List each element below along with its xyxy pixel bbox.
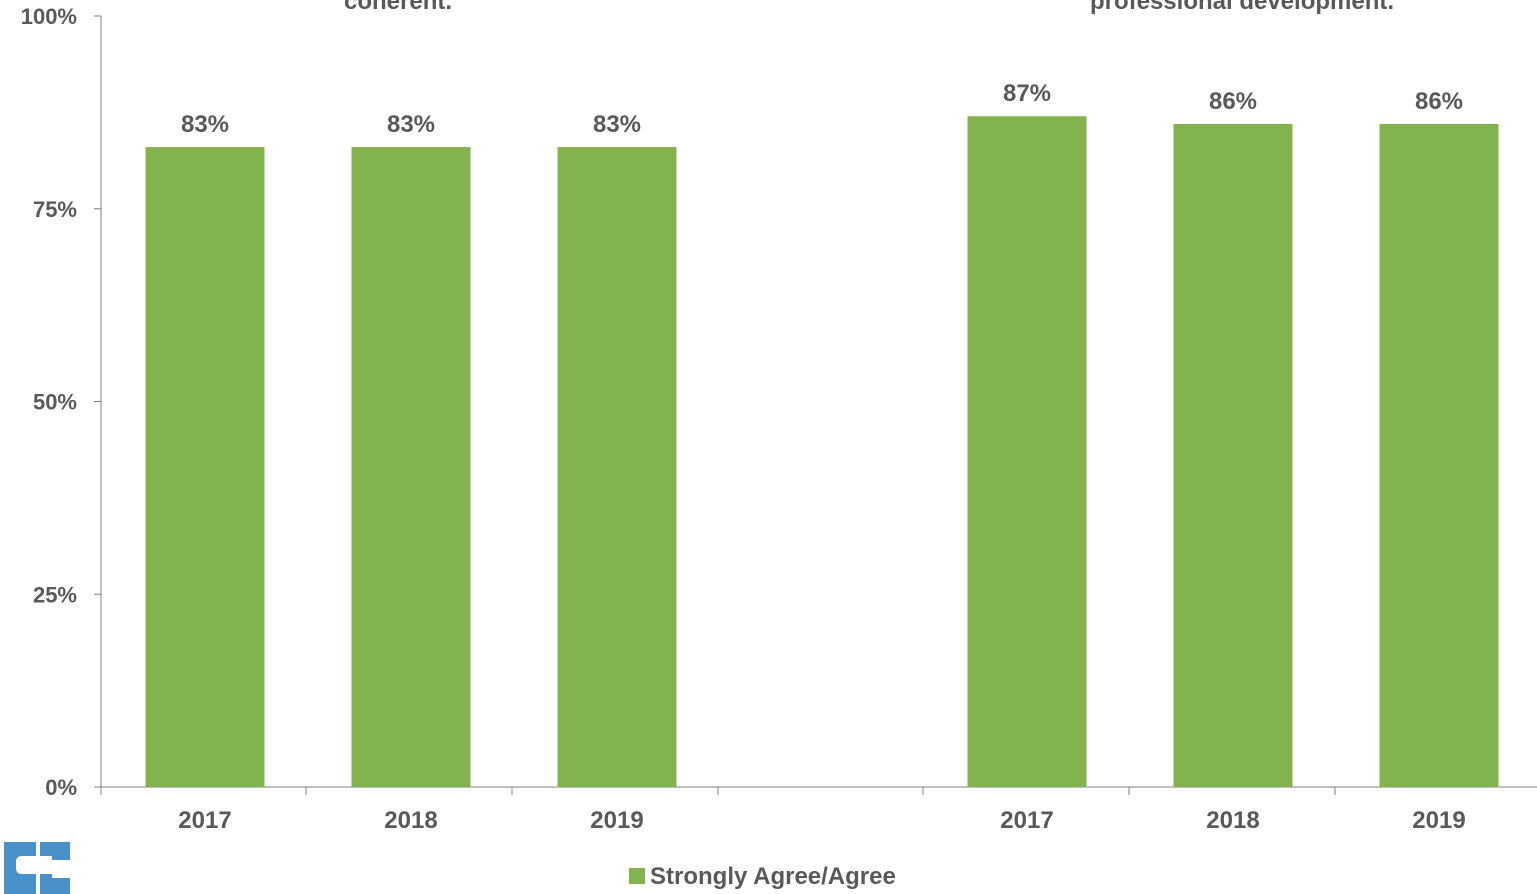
- bar: [1379, 123, 1499, 787]
- chart-titles: coherent. professional development.: [344, 0, 1394, 15]
- x-tick-label: 2017: [1000, 807, 1053, 834]
- y-tick-label: 75%: [33, 197, 77, 222]
- data-label: 87%: [1003, 80, 1051, 107]
- data-label: 86%: [1209, 88, 1257, 115]
- y-tick-label: 100%: [21, 4, 77, 29]
- x-tick-label: 2019: [590, 807, 643, 834]
- data-label: 83%: [387, 111, 435, 138]
- x-tick-label: 2018: [1206, 807, 1259, 834]
- bar: [1173, 123, 1293, 787]
- x-tick-label: 2019: [1412, 807, 1465, 834]
- y-axis: 0% 25% 50% 75% 100%: [21, 4, 102, 800]
- y-tick-label: 50%: [33, 390, 77, 415]
- legend-label: Strongly Agree/Agree: [650, 863, 896, 890]
- bar: [351, 147, 471, 787]
- y-tick-label: 0%: [45, 775, 77, 800]
- x-axis: 2017 2018 2019 2017 2018 2019: [100, 786, 1537, 834]
- data-label: 83%: [593, 111, 641, 138]
- bar: [967, 116, 1087, 788]
- data-label: 86%: [1415, 88, 1463, 115]
- x-tick-label: 2017: [178, 807, 231, 834]
- brand-logo-icon: [4, 842, 70, 894]
- y-tick-label: 25%: [33, 582, 77, 607]
- legend: Strongly Agree/Agree: [629, 863, 896, 890]
- data-label: 83%: [181, 111, 229, 138]
- legend-swatch: [629, 868, 645, 884]
- data-labels: 83% 83% 83% 87% 86% 86%: [181, 80, 1463, 138]
- group-title: coherent.: [344, 0, 452, 15]
- x-tick-label: 2018: [384, 807, 437, 834]
- bar: [145, 147, 265, 787]
- bar: [557, 147, 677, 787]
- bars: [145, 116, 1499, 788]
- group-title: professional development.: [1090, 0, 1394, 15]
